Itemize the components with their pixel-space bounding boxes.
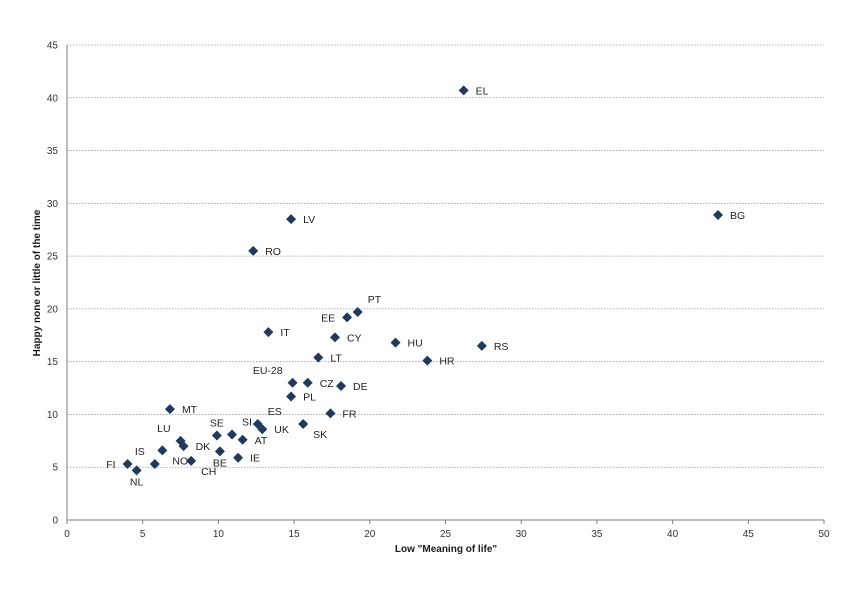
point-lt xyxy=(313,352,324,363)
x-tick-label: 45 xyxy=(743,529,755,540)
point-sk xyxy=(298,418,309,429)
point-ie xyxy=(233,452,244,463)
data-points xyxy=(122,85,724,476)
point-label-fi: FI xyxy=(106,459,115,471)
point-pt xyxy=(352,307,363,318)
point-label-dk: DK xyxy=(196,441,211,453)
x-tick-label: 35 xyxy=(591,529,603,540)
point-label-cz: CZ xyxy=(320,378,335,390)
point-be xyxy=(214,446,225,457)
y-tick-label: 30 xyxy=(47,199,59,210)
x-tick-label: 40 xyxy=(667,529,679,540)
x-tick-label: 0 xyxy=(64,529,70,540)
point-nl xyxy=(131,465,142,476)
y-axis-ticks: 0 5 10 15 20 25 30 35 40 45 xyxy=(47,41,59,527)
x-axis-ticks: 0 5 10 15 20 25 30 35 40 45 50 xyxy=(64,520,830,540)
point-label-be: BE xyxy=(213,457,227,469)
point-pl xyxy=(286,391,297,402)
point-label-at: AT xyxy=(255,435,268,447)
x-axis-title: Low "Meaning of life" xyxy=(395,544,498,555)
point-mt xyxy=(164,404,175,415)
point-el xyxy=(458,85,469,96)
point-label-it: IT xyxy=(280,327,290,339)
y-tick-label: 10 xyxy=(47,410,59,421)
point-no xyxy=(157,445,168,456)
point-hr xyxy=(422,355,433,366)
point-eu-28 xyxy=(287,377,298,388)
y-tick-label: 5 xyxy=(52,463,58,474)
point-label-nl: NL xyxy=(130,476,144,488)
point-ch xyxy=(186,455,197,466)
point-at xyxy=(237,434,248,445)
point-de xyxy=(336,380,347,391)
x-tick-label: 20 xyxy=(364,529,376,540)
point-bg xyxy=(713,209,724,220)
y-tick-label: 0 xyxy=(52,516,58,527)
point-label-es: ES xyxy=(268,406,282,418)
point-label-pl: PL xyxy=(303,392,316,404)
point-label-bg: BG xyxy=(730,210,745,222)
point-label-ch: CH xyxy=(201,466,216,478)
point-dk xyxy=(178,441,189,452)
x-tick-label: 5 xyxy=(140,529,146,540)
point-label-is: IS xyxy=(135,446,145,458)
point-label-hu: HU xyxy=(408,338,423,350)
y-tick-label: 35 xyxy=(47,146,59,157)
y-tick-label: 15 xyxy=(47,357,59,368)
point-lv xyxy=(286,214,297,225)
point-ro xyxy=(248,245,259,256)
point-label-uk: UK xyxy=(274,424,289,436)
point-label-fr: FR xyxy=(342,408,356,420)
point-cy xyxy=(329,332,340,343)
y-axis-title: Happy none or little of the time xyxy=(32,209,43,356)
point-fr xyxy=(325,408,336,419)
point-labels: EL BG LV RO PT EE IT CY HU RS LT HR EU-28 CZ DE PL MT FR E… xyxy=(106,85,745,488)
point-label-no: NO xyxy=(172,455,188,467)
point-label-el: EL xyxy=(476,85,489,97)
point-label-eu-28: EU-28 xyxy=(253,365,283,377)
y-tick-label: 40 xyxy=(47,93,59,104)
point-label-rs: RS xyxy=(494,341,509,353)
point-label-lu: LU xyxy=(157,423,170,435)
x-tick-label: 50 xyxy=(818,529,830,540)
point-si xyxy=(227,429,238,440)
point-hu xyxy=(390,337,401,348)
point-label-pt: PT xyxy=(368,294,382,306)
point-is xyxy=(149,459,160,470)
point-fi xyxy=(122,459,133,470)
x-tick-label: 15 xyxy=(289,529,301,540)
point-it xyxy=(263,327,274,338)
y-tick-label: 45 xyxy=(47,41,59,52)
point-label-lt: LT xyxy=(330,352,342,364)
point-label-ee: EE xyxy=(321,312,335,324)
point-se xyxy=(211,430,222,441)
point-label-sk: SK xyxy=(313,429,327,441)
x-tick-label: 30 xyxy=(516,529,528,540)
point-cz xyxy=(302,377,313,388)
x-tick-label: 25 xyxy=(440,529,452,540)
point-label-ie: IE xyxy=(250,453,260,465)
y-tick-label: 20 xyxy=(47,304,59,315)
gridlines xyxy=(67,44,824,468)
y-tick-label: 25 xyxy=(47,252,59,263)
point-label-cy: CY xyxy=(347,332,362,344)
point-label-si: SI xyxy=(242,417,252,429)
point-label-ro: RO xyxy=(265,246,281,258)
point-label-de: DE xyxy=(353,381,368,393)
point-label-mt: MT xyxy=(182,404,198,416)
point-label-se: SE xyxy=(210,418,224,430)
point-uk xyxy=(257,424,268,435)
point-rs xyxy=(476,340,487,351)
point-label-lv: LV xyxy=(303,214,315,226)
x-tick-label: 10 xyxy=(213,529,225,540)
axes xyxy=(66,45,824,521)
point-ee xyxy=(342,312,353,323)
point-label-hr: HR xyxy=(439,356,455,368)
